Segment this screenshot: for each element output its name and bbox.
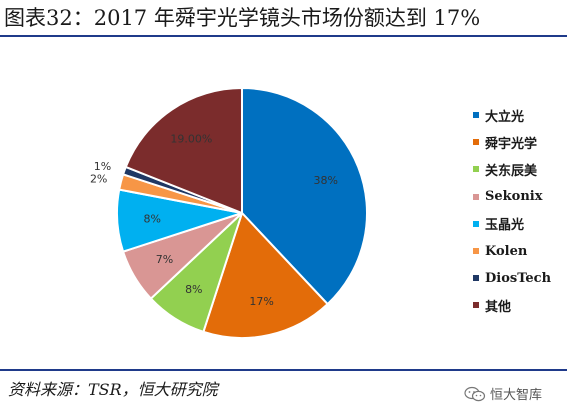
legend-swatch-6: [473, 275, 479, 282]
watermark-label: 恒大智库: [490, 388, 543, 403]
footer-divider: [0, 369, 567, 371]
pie-slice-1: [202, 211, 329, 339]
slice-label-7: 19.00%: [170, 133, 212, 146]
legend-label-4: 玉晶光: [485, 218, 525, 234]
legend-item-6: DiosTech: [473, 269, 551, 287]
pie-slice-0: [241, 86, 368, 306]
slice-label-2: 8%: [185, 283, 202, 296]
slice-label-5: 2%: [90, 172, 107, 185]
title-divider: [0, 35, 567, 37]
pie-slice-7: [124, 86, 243, 215]
legend-item-4: 玉晶光: [473, 215, 524, 233]
legend-label-7: 其他: [485, 299, 512, 315]
legend-label-2: 关东辰美: [485, 163, 538, 179]
legend-swatch-2: [473, 166, 479, 173]
legend-label-0: 大立光: [485, 109, 525, 125]
watermark: 恒大智库: [464, 384, 542, 403]
legend-item-3: Sekonix: [473, 188, 542, 206]
legend-swatch-3: [473, 193, 479, 200]
legend-label-1: 舜宇光学: [485, 136, 538, 152]
legend-label-5: Kolen: [485, 243, 528, 259]
legend-swatch-4: [473, 220, 479, 227]
legend-item-2: 关东辰美: [473, 160, 538, 179]
slice-label-4: 8%: [143, 213, 160, 226]
legend-swatch-0: [473, 112, 479, 118]
slice-label-0: 38%: [313, 174, 337, 187]
wechat-icon: [464, 386, 486, 401]
legend-item-0: 大立光: [473, 106, 525, 125]
slice-label-1: 17%: [249, 295, 273, 308]
legend-swatch-7: [473, 302, 479, 309]
legend-swatch-5: [473, 248, 479, 254]
legend-label-6: DiosTech: [485, 270, 552, 286]
legend-swatch-1: [473, 139, 479, 146]
legend-item-5: Kolen: [473, 242, 527, 260]
legend-item-7: 其他: [473, 296, 512, 315]
slice-label-3: 7%: [156, 253, 173, 266]
legend-label-3: Sekonix: [485, 189, 543, 205]
chart-title: 图表32：2017 年舜宇光学镜头市场份额达到 17%: [4, 6, 481, 30]
slice-label-6: 1%: [94, 160, 111, 173]
source-note: 资料来源：TSR，恒大研究院: [8, 380, 218, 399]
pie-chart: 38% 17% 8% 7% 8% 2%1% 19.00%: [90, 86, 368, 339]
legend-item-1: 舜宇光学: [473, 133, 538, 152]
